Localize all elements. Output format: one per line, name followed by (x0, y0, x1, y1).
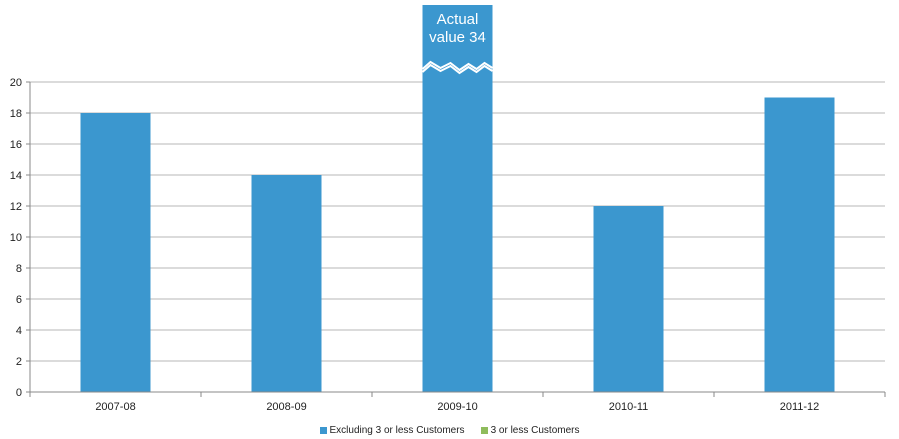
y-tick-label: 8 (16, 263, 22, 275)
legend-swatch (319, 426, 327, 434)
y-tick-label: 16 (10, 139, 22, 151)
y-tick-label: 14 (10, 170, 22, 182)
tick-labels: 0 2 4 6 8 10 12 14 16 18 20 2007-08 2008-09 2009-10 20… (10, 77, 820, 413)
break-zigzag (421, 63, 494, 75)
x-tick-label: 2007-08 (95, 401, 135, 413)
y-tick-label: 10 (10, 232, 22, 244)
y-tick-label: 0 (16, 387, 22, 399)
bar-2008-09 (251, 175, 322, 392)
legend-item-excluding: Excluding 3 or less Customers (319, 424, 465, 436)
axis-break-annotation: Actual value 34 (421, 11, 494, 75)
axes (26, 81, 886, 397)
bar-2007-08 (80, 113, 151, 392)
legend-label: Excluding 3 or less Customers (329, 424, 465, 436)
x-tick-label: 2008-09 (266, 401, 306, 413)
x-tick-label: 2010-11 (609, 401, 649, 413)
y-tick-label: 18 (10, 108, 22, 120)
bars (80, 5, 835, 392)
y-tick-label: 4 (16, 325, 22, 337)
x-tick-label: 2011-12 (780, 401, 820, 413)
y-tick-label: 6 (16, 294, 22, 306)
break-zigzag (421, 60, 494, 72)
y-tick-label: 20 (10, 77, 22, 89)
legend: Excluding 3 or less Customers 3 or less … (0, 422, 899, 438)
legend-label: 3 or less Customers (490, 424, 580, 436)
y-tick-label: 2 (16, 356, 22, 368)
bar-2011-12 (764, 97, 835, 392)
y-tick-label: 12 (10, 201, 22, 213)
legend-item-three-or-less: 3 or less Customers (480, 424, 580, 436)
x-tick-label: 2009-10 (437, 401, 477, 413)
legend-swatch (480, 426, 488, 434)
annotation-line-1: Actual (437, 11, 479, 28)
bar-2010-11 (593, 206, 664, 392)
annotation-line-2: value 34 (429, 29, 486, 46)
